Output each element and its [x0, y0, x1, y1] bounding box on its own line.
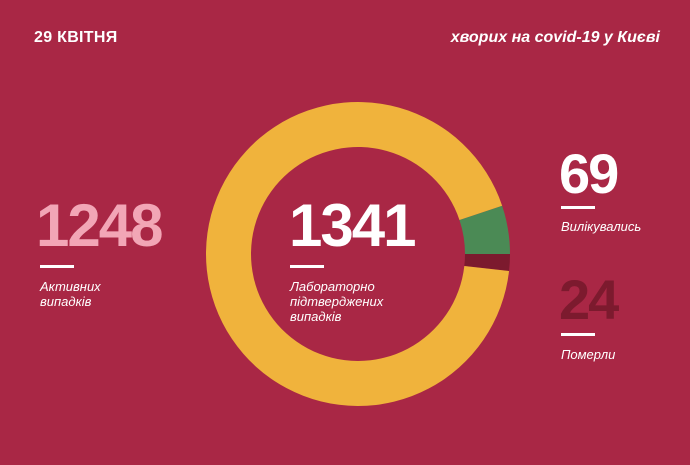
date-label: 29 КВІТНЯ: [34, 29, 118, 46]
active-divider: [40, 265, 74, 268]
recovered-value: 69: [559, 142, 619, 205]
total-cases-value: 1341: [289, 192, 416, 259]
donut-slice-active: [206, 102, 510, 407]
headline: хворих на covid-19 у Києві: [450, 29, 660, 46]
deaths-value: 24: [559, 268, 619, 331]
donut-slices: [206, 102, 510, 407]
total-caption-line1: Лабораторно: [290, 279, 375, 294]
total-caption: Лабораторно підтверджених випадків: [290, 279, 383, 324]
donut-slice-recovered: [459, 205, 510, 254]
donut-slice-deaths: [464, 254, 510, 272]
active-cases-value: 1248: [36, 192, 163, 259]
total-caption-line2: підтверджених: [290, 294, 384, 309]
total-caption-line3: випадків: [290, 309, 342, 324]
active-caption-line1: Активних: [40, 279, 101, 294]
deaths-divider: [561, 333, 595, 336]
total-divider: [290, 265, 324, 268]
recovered-caption: Вилікувались: [561, 219, 642, 234]
active-caption: Активних випадків: [40, 279, 101, 309]
deaths-caption: Померли: [561, 347, 616, 362]
active-caption-line2: випадків: [40, 294, 92, 309]
recovered-divider: [561, 206, 595, 209]
